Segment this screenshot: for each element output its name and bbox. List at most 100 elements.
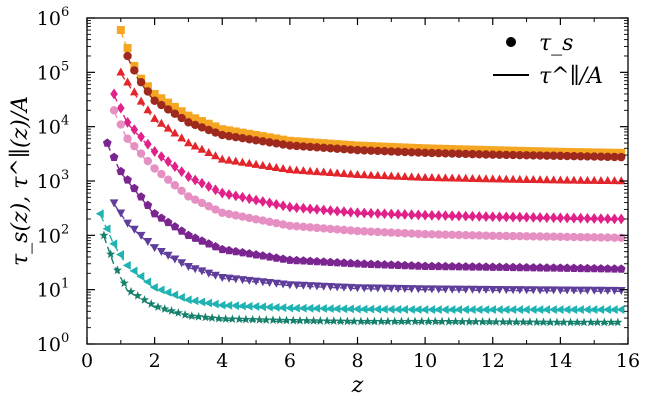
- data-point: [380, 147, 389, 156]
- data-point: [123, 175, 132, 184]
- data-point: [616, 305, 625, 314]
- series-2: [116, 67, 626, 185]
- data-point: [468, 285, 477, 294]
- data-point: [481, 305, 490, 314]
- data-point: [237, 301, 246, 311]
- legend: τ_s τ^∥/A: [493, 31, 603, 89]
- data-point: [482, 211, 490, 222]
- data-point: [211, 122, 220, 131]
- data-point: [359, 284, 369, 293]
- data-point: [197, 117, 206, 126]
- data-point: [386, 284, 396, 293]
- data-point: [157, 100, 166, 110]
- data-point: [302, 315, 312, 325]
- data-point: [258, 302, 267, 312]
- data-point: [156, 285, 165, 295]
- data-point: [420, 261, 430, 270]
- data-point: [515, 232, 524, 241]
- series-6: [109, 199, 626, 295]
- data-point: [610, 176, 619, 185]
- data-point: [373, 146, 382, 156]
- data-point: [170, 128, 180, 137]
- data-point: [166, 306, 177, 315]
- data-point: [461, 173, 471, 182]
- data-point: [312, 167, 322, 176]
- data-point: [407, 172, 416, 181]
- y-tick-label: 102: [37, 222, 69, 247]
- data-point: [231, 190, 240, 202]
- data-point: [177, 259, 187, 268]
- data-point: [342, 316, 352, 326]
- data-point: [281, 315, 292, 325]
- data-point: [197, 297, 206, 307]
- data-point: [198, 177, 206, 189]
- data-point: [177, 226, 187, 235]
- data-point: [542, 232, 552, 241]
- data-point: [258, 216, 268, 225]
- data-point: [244, 301, 253, 311]
- data-point: [360, 146, 369, 155]
- data-point: [475, 211, 484, 222]
- data-point: [441, 230, 450, 239]
- data-point: [369, 316, 379, 326]
- data-point: [400, 260, 410, 270]
- data-point: [433, 305, 442, 314]
- data-point: [380, 171, 389, 180]
- data-point: [146, 299, 156, 308]
- data-point: [610, 264, 619, 273]
- data-point: [387, 208, 396, 220]
- data-point: [536, 212, 544, 223]
- data-point: [610, 233, 619, 242]
- data-point: [461, 230, 470, 240]
- data-point: [576, 263, 586, 273]
- data-point: [576, 232, 585, 242]
- data-point: [441, 210, 450, 222]
- data-point: [271, 253, 281, 262]
- data-point: [123, 43, 132, 52]
- data-point: [285, 255, 295, 264]
- data-point: [184, 171, 193, 183]
- series-3: [110, 88, 626, 225]
- data-point: [116, 250, 125, 259]
- data-point: [407, 285, 416, 294]
- data-point: [556, 263, 565, 272]
- data-point: [197, 123, 207, 132]
- data-point: [495, 231, 504, 241]
- data-point: [589, 152, 599, 161]
- data-point: [589, 263, 599, 273]
- data-point: [177, 186, 186, 196]
- data-point: [508, 174, 518, 183]
- data-point: [177, 113, 186, 123]
- data-point: [204, 119, 213, 128]
- data-point: [603, 286, 613, 295]
- data-point: [102, 224, 111, 234]
- data-point: [529, 151, 538, 160]
- data-point: [299, 222, 308, 232]
- data-point: [403, 316, 413, 326]
- data-point: [380, 208, 389, 220]
- data-point: [106, 249, 116, 259]
- data-point: [265, 279, 274, 288]
- data-point: [501, 305, 510, 314]
- data-point: [136, 78, 146, 87]
- data-point: [400, 147, 410, 157]
- data-point: [583, 175, 592, 184]
- data-point: [570, 212, 578, 224]
- data-point: [238, 212, 247, 221]
- data-point: [528, 263, 538, 272]
- data-point: [380, 284, 389, 293]
- data-point: [318, 304, 327, 313]
- data-point: [231, 275, 241, 284]
- data-point: [562, 305, 571, 314]
- data-point: [326, 168, 335, 177]
- data-point: [393, 228, 403, 238]
- data-point: [549, 286, 559, 295]
- theory-curve: [113, 203, 622, 293]
- data-point: [278, 254, 288, 263]
- data-point: [376, 316, 386, 326]
- data-point: [495, 174, 504, 183]
- data-point: [474, 285, 484, 294]
- data-point: [596, 233, 606, 242]
- data-point: [170, 255, 180, 264]
- data-point: [495, 150, 504, 160]
